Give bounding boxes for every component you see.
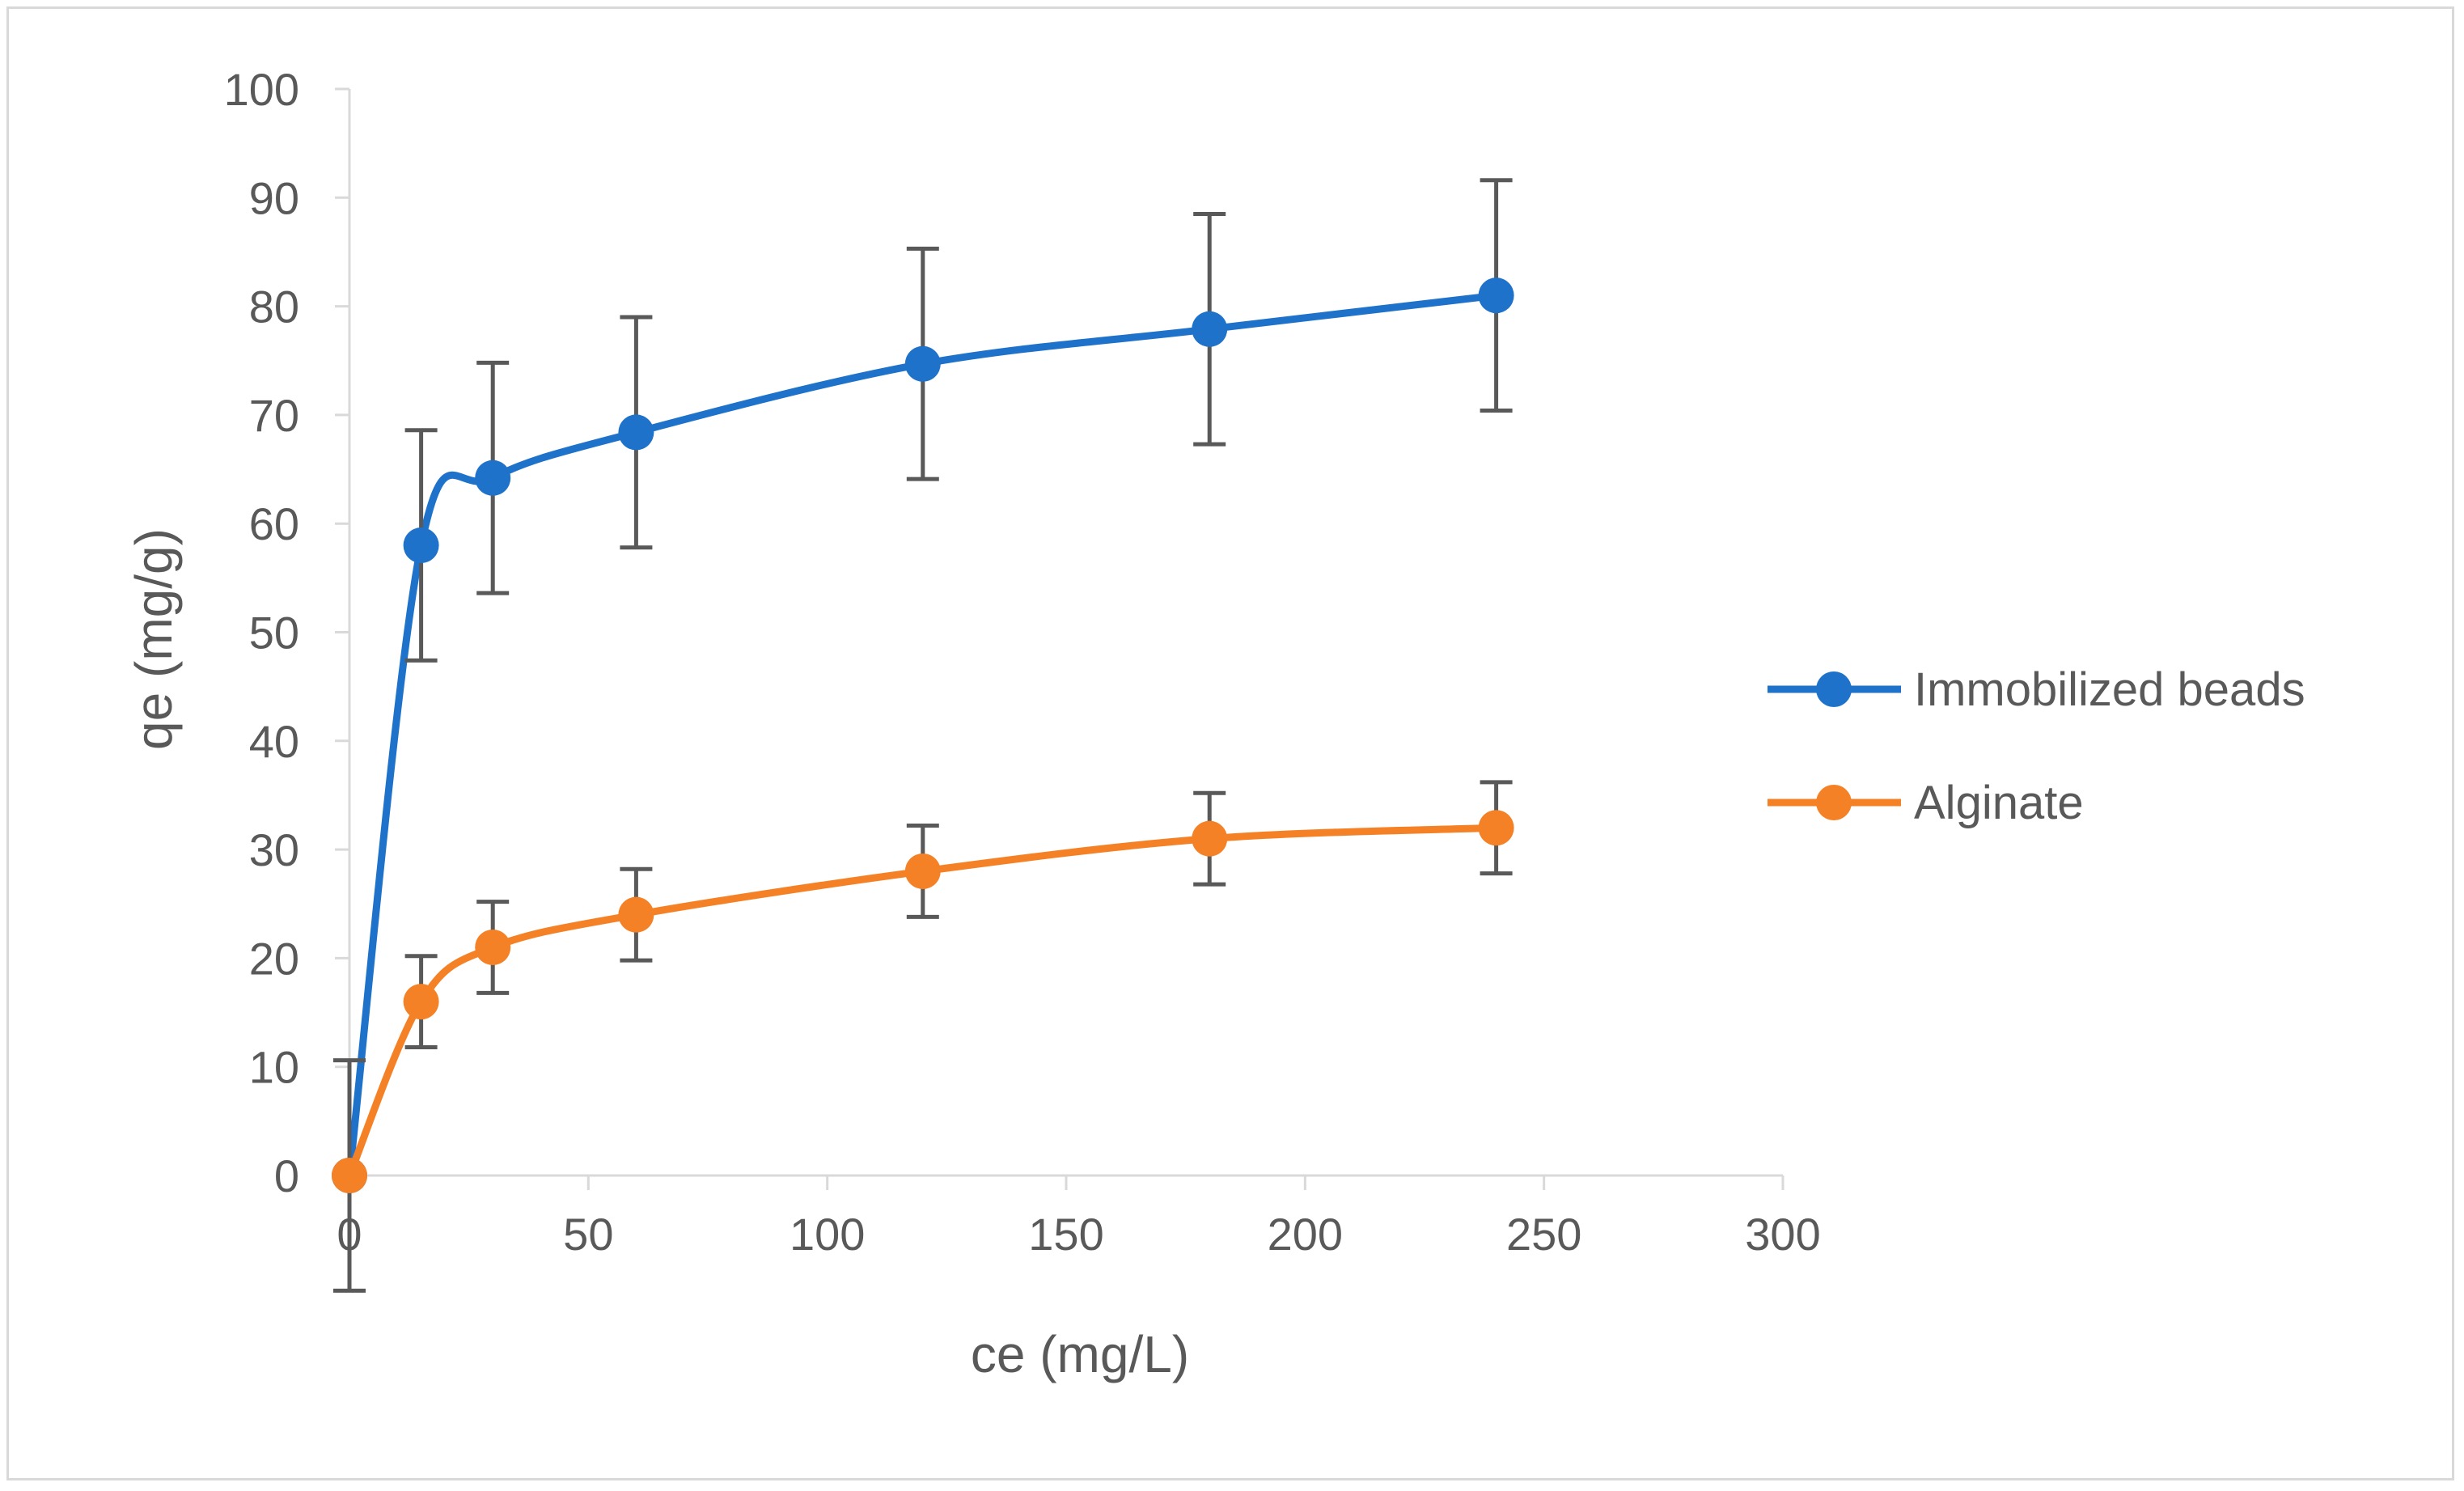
data-point-alginate (403, 984, 439, 1020)
data-point-alginate (475, 929, 511, 965)
data-point-alginate (332, 1158, 367, 1193)
y-tick-label: 70 (249, 390, 299, 441)
data-markers (332, 277, 1514, 1193)
data-point-immobilized-beads (1478, 277, 1514, 314)
y-tick-label: 40 (249, 716, 299, 767)
x-tick-label: 100 (790, 1209, 865, 1260)
data-point-immobilized-beads (618, 414, 654, 451)
axes: 0501001502002503000102030405060708090100 (224, 64, 1821, 1260)
x-tick-label: 300 (1745, 1209, 1820, 1260)
y-tick-label: 50 (249, 608, 299, 659)
y-tick-label: 100 (224, 64, 299, 115)
legend: Immobilized beads Alginate (1768, 663, 2305, 829)
y-tick-label: 80 (249, 282, 299, 333)
x-tick-label: 150 (1028, 1209, 1103, 1260)
chart-frame (6, 6, 2454, 1480)
legend-marker (1816, 785, 1852, 820)
y-tick-label: 10 (249, 1042, 299, 1093)
legend-item-alginate: Alginate (1768, 777, 2084, 829)
x-tick-label: 200 (1268, 1209, 1343, 1260)
y-tick-label: 60 (249, 498, 299, 549)
x-axis-title: ce (mg/L) (971, 1325, 1189, 1383)
legend-marker (1816, 671, 1852, 707)
data-point-alginate (904, 853, 941, 889)
data-point-alginate (1478, 810, 1514, 846)
legend-label: Alginate (1914, 777, 2084, 829)
data-point-immobilized-beads (904, 345, 941, 382)
legend-item-immobilized-beads: Immobilized beads (1768, 663, 2305, 716)
y-tick-label: 90 (249, 172, 299, 223)
data-point-immobilized-beads (403, 527, 439, 564)
y-tick-label: 0 (274, 1150, 299, 1201)
y-tick-label: 30 (249, 824, 299, 875)
x-tick-label: 250 (1506, 1209, 1581, 1260)
y-tick-label: 20 (249, 933, 299, 984)
x-tick-label: 50 (563, 1209, 613, 1260)
data-point-alginate (618, 896, 654, 933)
data-point-alginate (1192, 820, 1228, 857)
y-axis-title: qe (mg/g) (125, 528, 183, 750)
data-point-immobilized-beads (475, 460, 511, 496)
data-point-immobilized-beads (1192, 311, 1228, 347)
legend-label: Immobilized beads (1914, 663, 2305, 716)
